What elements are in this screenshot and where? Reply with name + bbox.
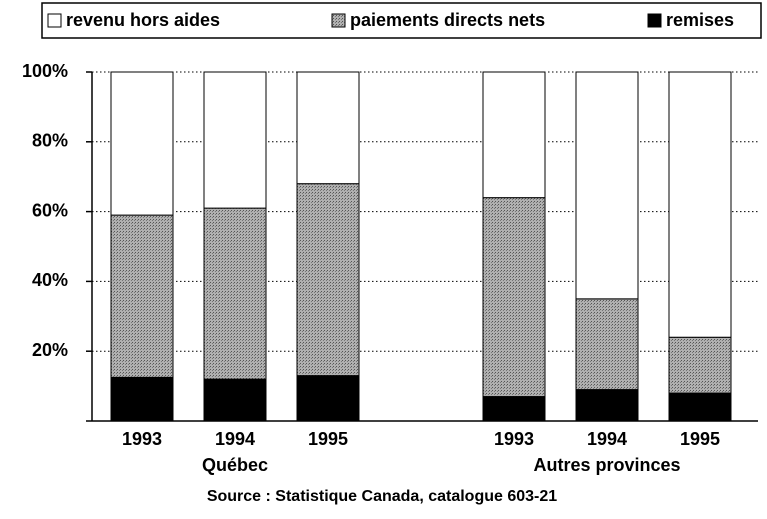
bar-segment xyxy=(203,71,267,209)
bar-segment xyxy=(668,392,732,422)
x-tick-label: 1994 xyxy=(215,429,255,449)
y-tick-label: 40% xyxy=(32,270,68,290)
bar-segment xyxy=(668,336,732,394)
bar-segment xyxy=(296,71,360,185)
y-tick-label: 100% xyxy=(22,61,68,81)
y-tick-label: 60% xyxy=(32,200,68,220)
bar-segment xyxy=(482,396,546,422)
bar-segment xyxy=(110,376,174,422)
legend-box xyxy=(41,2,762,39)
legend-swatch xyxy=(331,13,346,28)
x-tick-label: 1994 xyxy=(587,429,627,449)
x-tick-label: 1993 xyxy=(122,429,162,449)
legend-label: revenu hors aides xyxy=(66,10,220,30)
group-label: Québec xyxy=(202,455,268,475)
bar-segment xyxy=(110,214,174,378)
source-note: Source : Statistique Canada, catalogue 6… xyxy=(207,488,557,505)
bar-segment xyxy=(110,71,174,216)
legend-swatch xyxy=(47,13,62,28)
bar-segment xyxy=(575,71,639,300)
x-tick-label: 1993 xyxy=(494,429,534,449)
bar-segment xyxy=(296,183,360,377)
x-tick-label: 1995 xyxy=(680,429,720,449)
bar-segment xyxy=(482,71,546,199)
bar-segment xyxy=(203,378,267,422)
group-label: Autres provinces xyxy=(533,455,680,475)
y-tick-label: 80% xyxy=(32,131,68,151)
legend-swatch xyxy=(647,13,662,28)
legend-label: paiements directs nets xyxy=(350,10,545,30)
bar-segment xyxy=(575,389,639,422)
bar-segment xyxy=(296,375,360,422)
legend-label: remises xyxy=(666,10,734,30)
bar-segment xyxy=(482,197,546,398)
y-tick-label: 20% xyxy=(32,340,68,360)
bar-segment xyxy=(203,207,267,380)
bar-segment xyxy=(575,298,639,391)
bar-segment xyxy=(668,71,732,338)
x-tick-label: 1995 xyxy=(308,429,348,449)
